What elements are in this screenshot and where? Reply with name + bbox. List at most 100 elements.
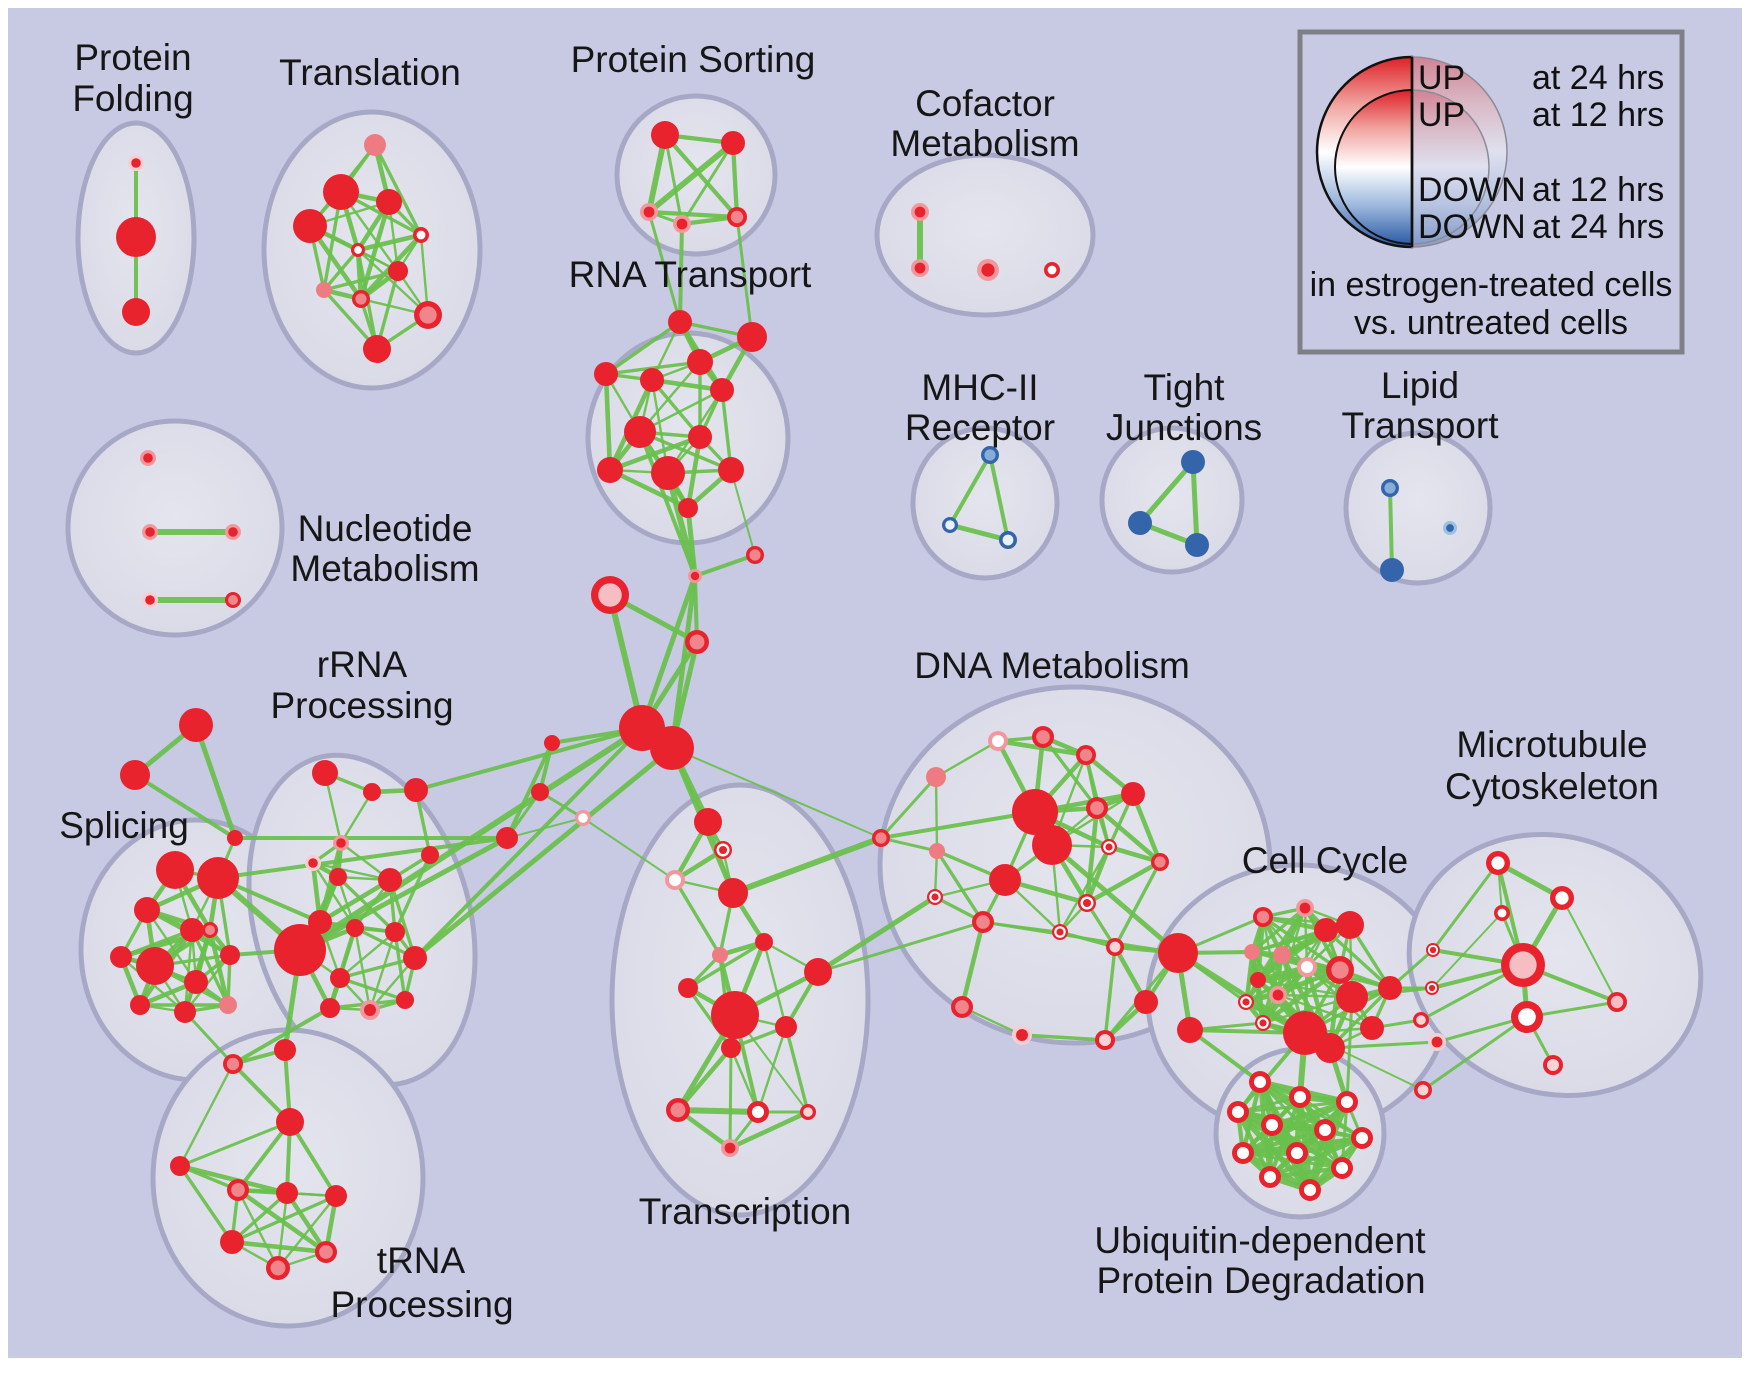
- gene-node: [266, 1256, 290, 1280]
- gene-node: [721, 131, 745, 155]
- edge: [762, 940, 788, 1029]
- edge: [669, 573, 698, 751]
- edge: [229, 1239, 329, 1255]
- gene-node: [414, 301, 442, 329]
- edge: [230, 1191, 289, 1244]
- gene-node: [308, 910, 332, 934]
- edge: [276, 1191, 289, 1270]
- edge: [356, 248, 430, 317]
- edge: [879, 836, 939, 853]
- gene-node: [120, 760, 150, 790]
- gene-node: [1259, 1166, 1281, 1188]
- edge: [1188, 1028, 1262, 1084]
- gene-node: [388, 261, 408, 281]
- gene-node: [227, 1179, 249, 1201]
- gene-node: [911, 259, 929, 277]
- gene-node: [687, 349, 713, 375]
- edge: [190, 928, 230, 1007]
- gene-node: [594, 362, 618, 386]
- gene-node: [977, 259, 999, 281]
- gene-node: [746, 546, 764, 564]
- edge: [231, 1006, 332, 1066]
- gene-node: [988, 731, 1008, 751]
- gene-node: [364, 134, 386, 156]
- gene-node: [276, 1108, 304, 1136]
- gene-node: [1158, 933, 1198, 973]
- gene-node: [156, 851, 194, 889]
- edge: [368, 930, 397, 1012]
- gene-node: [184, 970, 208, 994]
- gene-node: [202, 922, 218, 938]
- cluster-label-tj: Tight: [1144, 367, 1226, 408]
- gene-node: [142, 592, 158, 608]
- gene-node: [170, 1156, 190, 1176]
- legend-direction-label: UP: [1418, 59, 1465, 97]
- edge: [647, 210, 682, 324]
- gene-node: [140, 450, 156, 466]
- cluster-label-trna: Processing: [330, 1284, 513, 1325]
- gene-node: [496, 827, 518, 849]
- edge: [1049, 842, 1181, 956]
- cluster-label-tr: Transcription: [639, 1191, 851, 1232]
- gene-node: [1326, 956, 1354, 984]
- gene-node: [1486, 851, 1510, 875]
- edge: [1388, 486, 1394, 572]
- edge: [1345, 995, 1354, 1104]
- gene-node: [710, 378, 734, 402]
- gene-node: [544, 735, 560, 751]
- gene-node: [718, 878, 748, 908]
- gene-node: [999, 531, 1017, 549]
- gene-node: [1227, 1101, 1249, 1123]
- gene-node: [1378, 976, 1402, 1000]
- gene-node: [225, 524, 241, 540]
- gene-node: [360, 1000, 380, 1020]
- edge: [284, 1190, 329, 1255]
- edge: [730, 469, 756, 556]
- edge: [879, 775, 938, 840]
- edge: [582, 817, 676, 881]
- edge: [934, 775, 939, 853]
- gene-node: [403, 946, 427, 970]
- gene-node: [597, 457, 623, 483]
- edge: [1431, 861, 1500, 952]
- gene-node: [721, 1038, 741, 1058]
- gene-node: [128, 155, 144, 171]
- legend-time-label: at 12 hrs: [1532, 171, 1664, 209]
- gene-node: [223, 1054, 243, 1074]
- edge: [177, 1163, 290, 1196]
- edge: [1250, 906, 1307, 954]
- edge: [646, 140, 736, 215]
- edge: [735, 215, 754, 339]
- edge: [678, 222, 684, 324]
- edge: [1058, 930, 1117, 949]
- cluster-label-rna: RNA Transport: [569, 254, 812, 295]
- edge: [1431, 912, 1503, 989]
- gene-node: [951, 996, 973, 1018]
- gene-node: [363, 335, 391, 363]
- gene-node: [1052, 924, 1068, 940]
- gene-node: [911, 203, 929, 221]
- gene-node: [315, 1241, 337, 1263]
- gene-node: [1511, 1001, 1543, 1033]
- edge: [1236, 1100, 1349, 1114]
- gene-node: [1494, 905, 1510, 921]
- edge: [981, 920, 1062, 934]
- gene-node: [116, 217, 156, 257]
- gene-node: [1253, 907, 1273, 927]
- edge: [322, 248, 360, 292]
- gene-node: [1607, 992, 1627, 1012]
- edge: [288, 1120, 338, 1198]
- edge: [673, 878, 722, 957]
- gene-node: [1360, 1016, 1384, 1040]
- edge: [728, 1046, 733, 1150]
- gene-node: [1289, 1086, 1311, 1108]
- cluster-label-dna: DNA Metabolism: [914, 645, 1190, 686]
- gene-node: [1076, 745, 1096, 765]
- cluster-label-mt: Cytoskeleton: [1445, 766, 1659, 807]
- cluster-label-mhc: MHC-II: [921, 367, 1038, 408]
- gene-node: [1286, 1142, 1308, 1164]
- gene-node: [293, 209, 327, 243]
- gene-node: [1078, 894, 1096, 912]
